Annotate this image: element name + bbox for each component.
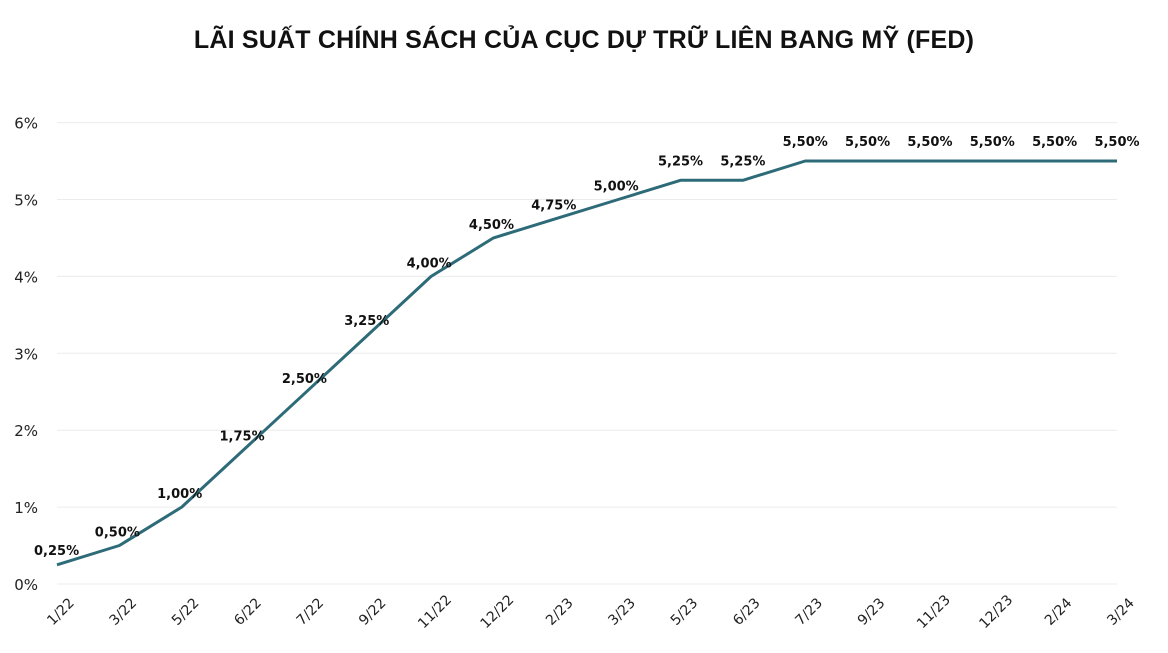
data-label: 0,25%: [34, 544, 79, 559]
data-label: 5,50%: [970, 135, 1015, 150]
x-tick-label: 5/22: [169, 595, 203, 629]
data-label: 1,75%: [220, 429, 265, 444]
data-label: 5,50%: [783, 135, 828, 150]
data-labels: 0,25% 0,50% 1,00% 1,75% 2,50% 3,25% 4,00% 4,50%…: [34, 135, 1140, 559]
x-tick-label: 5/23: [668, 595, 702, 629]
x-tick-label: 12/23: [976, 592, 1016, 632]
data-label: 5,50%: [1032, 135, 1077, 150]
data-label: 5,50%: [1094, 135, 1139, 150]
x-tick-label: 1/22: [44, 595, 78, 629]
data-label: 5,50%: [845, 135, 890, 150]
data-label: 4,75%: [531, 199, 576, 214]
x-axis: 1/22 3/22 5/22 6/22 7/22 9/22 11/22 12/22 2/23 3/…: [44, 592, 1138, 632]
x-tick-label: 11/22: [415, 592, 455, 632]
chart-title: LÃI SUẤT CHÍNH SÁCH CỦA CỤC DỰ TRỮ LIÊN …: [193, 26, 975, 54]
x-tick-label: 3/22: [107, 595, 141, 629]
x-tick-label: 7/22: [294, 595, 328, 629]
gridlines: [57, 122, 1117, 585]
x-tick-label: 12/22: [478, 592, 518, 632]
x-tick-label: 11/23: [914, 592, 954, 632]
data-label: 0,50%: [95, 526, 140, 541]
data-label: 3,25%: [344, 314, 389, 329]
data-label: 2,50%: [282, 372, 327, 387]
data-label: 4,50%: [469, 218, 514, 233]
data-label: 1,00%: [157, 487, 202, 502]
x-tick-label: 9/23: [855, 595, 889, 629]
data-label: 5,25%: [658, 154, 703, 169]
x-tick-label: 3/23: [605, 595, 639, 629]
x-tick-label: 6/23: [730, 595, 764, 629]
y-axis: 0% 1% 2% 3% 4% 5% 6%: [14, 115, 38, 594]
x-tick-label: 6/22: [231, 595, 265, 629]
x-tick-label: 7/23: [792, 595, 826, 629]
x-tick-label: 2/24: [1042, 595, 1076, 629]
data-label: 5,25%: [720, 154, 765, 169]
x-tick-label: 2/23: [543, 595, 577, 629]
y-tick-label: 6%: [14, 115, 38, 133]
y-tick-label: 3%: [14, 345, 38, 363]
rate-line: [56, 159, 1117, 567]
data-label: 5,00%: [594, 180, 639, 195]
data-label: 4,00%: [407, 256, 452, 271]
x-tick-label: 9/22: [356, 595, 390, 629]
y-tick-label: 1%: [14, 499, 38, 517]
y-tick-label: 0%: [14, 576, 38, 594]
y-tick-label: 5%: [14, 192, 38, 210]
y-tick-label: 2%: [14, 422, 38, 440]
data-label: 5,50%: [907, 135, 952, 150]
x-tick-label: 3/24: [1104, 595, 1138, 629]
y-tick-label: 4%: [14, 268, 38, 286]
